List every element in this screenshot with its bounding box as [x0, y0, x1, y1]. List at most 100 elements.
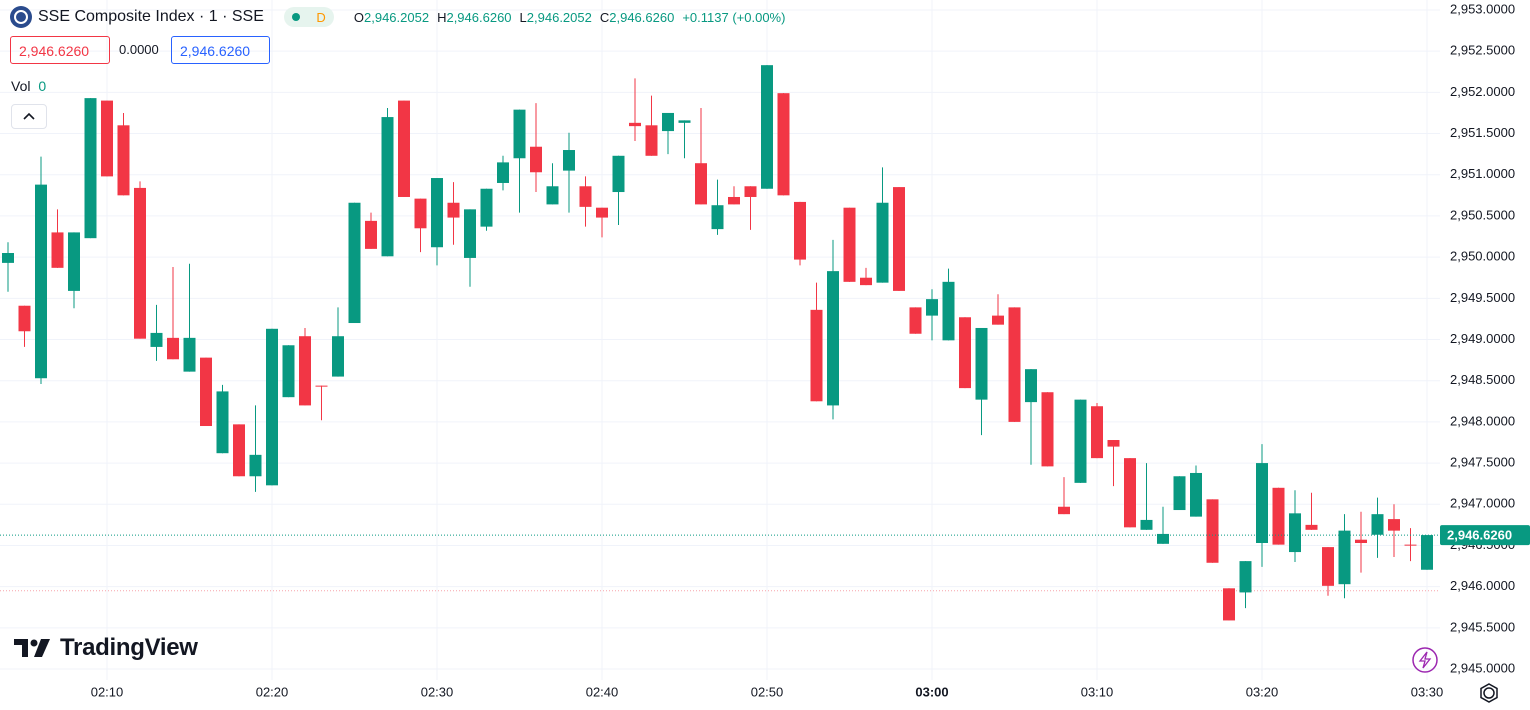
x-tick-label: 02:20 — [256, 684, 289, 699]
ohlc-value: 2,946.6260 — [609, 9, 675, 25]
ohlc-label: C — [599, 9, 610, 25]
candle-body — [398, 100, 410, 197]
candle-body — [992, 315, 1004, 325]
candle-body — [926, 299, 938, 316]
candle-body — [35, 184, 47, 379]
y-tick-label: 2,949.5000 — [1450, 290, 1515, 305]
candle-body — [1091, 406, 1103, 459]
alert-icon[interactable] — [1412, 647, 1438, 673]
settings-icon[interactable] — [1483, 687, 1495, 699]
x-tick-label: 03:10 — [1081, 684, 1114, 699]
y-tick-label: 2,950.5000 — [1450, 207, 1515, 222]
header: SSE Composite Index · 1 · SSE D O2,946.2… — [10, 6, 785, 28]
candle-body — [167, 337, 179, 360]
axes: 2,945.00002,945.50002,946.00002,946.5000… — [91, 1, 1530, 699]
candle-body — [1058, 506, 1070, 515]
lightning — [1418, 651, 1432, 669]
candle-body — [860, 277, 872, 286]
sell-button[interactable]: 2,946.6260 — [10, 36, 110, 64]
buy-button[interactable]: 2,946.6260 — [171, 36, 270, 64]
y-tick-label: 2,952.5000 — [1450, 43, 1515, 58]
candle-body — [1157, 533, 1169, 544]
y-tick-label: 2,949.0000 — [1450, 331, 1515, 346]
candle-body — [299, 336, 311, 406]
candle-body — [530, 146, 542, 173]
volume-label: Vol — [11, 78, 31, 94]
candle-body — [233, 424, 245, 477]
ohlc-item: C2,946.6260 — [600, 10, 674, 25]
candle-body — [150, 332, 163, 347]
candle-body — [365, 220, 377, 249]
volume-value: 0 — [38, 78, 47, 94]
candle-body — [843, 207, 856, 282]
ohlc-legend: O2,946.2052 H2,946.6260 L2,946.2052 C2,946.… — [354, 10, 674, 25]
brand-logo[interactable]: TradingView — [14, 634, 198, 662]
ohlc-value: 2,946.6260 — [446, 9, 512, 25]
candle-body — [1371, 514, 1384, 535]
candle-body — [645, 125, 658, 156]
candle-body — [959, 317, 971, 389]
candle-body — [464, 209, 476, 258]
candle-body — [629, 122, 641, 127]
collapse-button[interactable] — [11, 104, 47, 129]
candle-body — [1190, 472, 1202, 517]
candle-body — [596, 207, 608, 218]
y-tick-label: 2,945.0000 — [1450, 660, 1515, 675]
candle-body — [332, 336, 344, 377]
last-price-label: 2,946.6260 — [1447, 528, 1512, 543]
candle-body — [51, 232, 64, 268]
candle-body — [84, 98, 97, 239]
candle-body — [1289, 513, 1301, 553]
ohlc-label: L — [519, 9, 527, 25]
y-tick-label: 2,951.0000 — [1450, 166, 1515, 181]
candle-body — [777, 93, 790, 196]
change: +0.1137 (+0.00%) — [682, 9, 786, 25]
x-tick-label: 03:30 — [1411, 684, 1444, 699]
candle-body — [942, 281, 955, 341]
candle-body — [662, 112, 674, 132]
candle-body — [101, 100, 113, 177]
candle-body — [1008, 307, 1021, 422]
symbol-title[interactable]: SSE Composite Index · 1 · SSE — [38, 8, 264, 25]
ohlc-label: H — [437, 9, 447, 25]
brand-mark — [14, 639, 50, 657]
y-tick-label: 2,950.0000 — [1450, 249, 1515, 264]
ohlc-item: H2,946.6260 — [437, 10, 511, 25]
y-tick-label: 2,947.0000 — [1450, 496, 1515, 511]
candle-body — [1355, 539, 1367, 543]
candle-body — [216, 391, 229, 454]
candle-body — [1338, 530, 1351, 585]
ohlc-item: O2,946.2052 — [354, 10, 429, 25]
ohlc-value: 2,946.2052 — [364, 9, 430, 25]
candle-body — [1239, 561, 1252, 593]
ohlc-label: O — [353, 9, 364, 25]
candle-body — [975, 327, 988, 400]
candle-body — [761, 65, 773, 189]
interval-badge[interactable]: D — [283, 7, 334, 27]
candle-body — [1206, 499, 1219, 563]
grid — [0, 0, 1440, 680]
candle-body — [497, 162, 509, 183]
brand-text: TradingView — [60, 634, 198, 661]
candle-body — [134, 187, 146, 339]
badge-text: D — [316, 9, 326, 25]
candle-body — [794, 201, 806, 260]
candle-body — [1223, 588, 1235, 621]
y-tick-label: 2,953.0000 — [1450, 1, 1515, 16]
x-tick-label: 02:10 — [91, 684, 124, 699]
candle-body — [1107, 440, 1120, 447]
last-price-box — [1440, 525, 1530, 546]
candle-body — [183, 337, 196, 372]
candle-body — [1140, 519, 1153, 530]
candle-body — [315, 385, 328, 387]
candle-body — [711, 205, 724, 230]
y-tick-label: 2,945.5000 — [1450, 619, 1515, 634]
candle-body — [431, 178, 443, 248]
caret — [23, 112, 35, 120]
candle-body — [695, 163, 707, 205]
y-tick-label: 2,948.5000 — [1450, 372, 1515, 387]
candle-body — [1388, 519, 1400, 531]
candle-body — [744, 186, 757, 197]
candle-body — [1025, 369, 1037, 403]
